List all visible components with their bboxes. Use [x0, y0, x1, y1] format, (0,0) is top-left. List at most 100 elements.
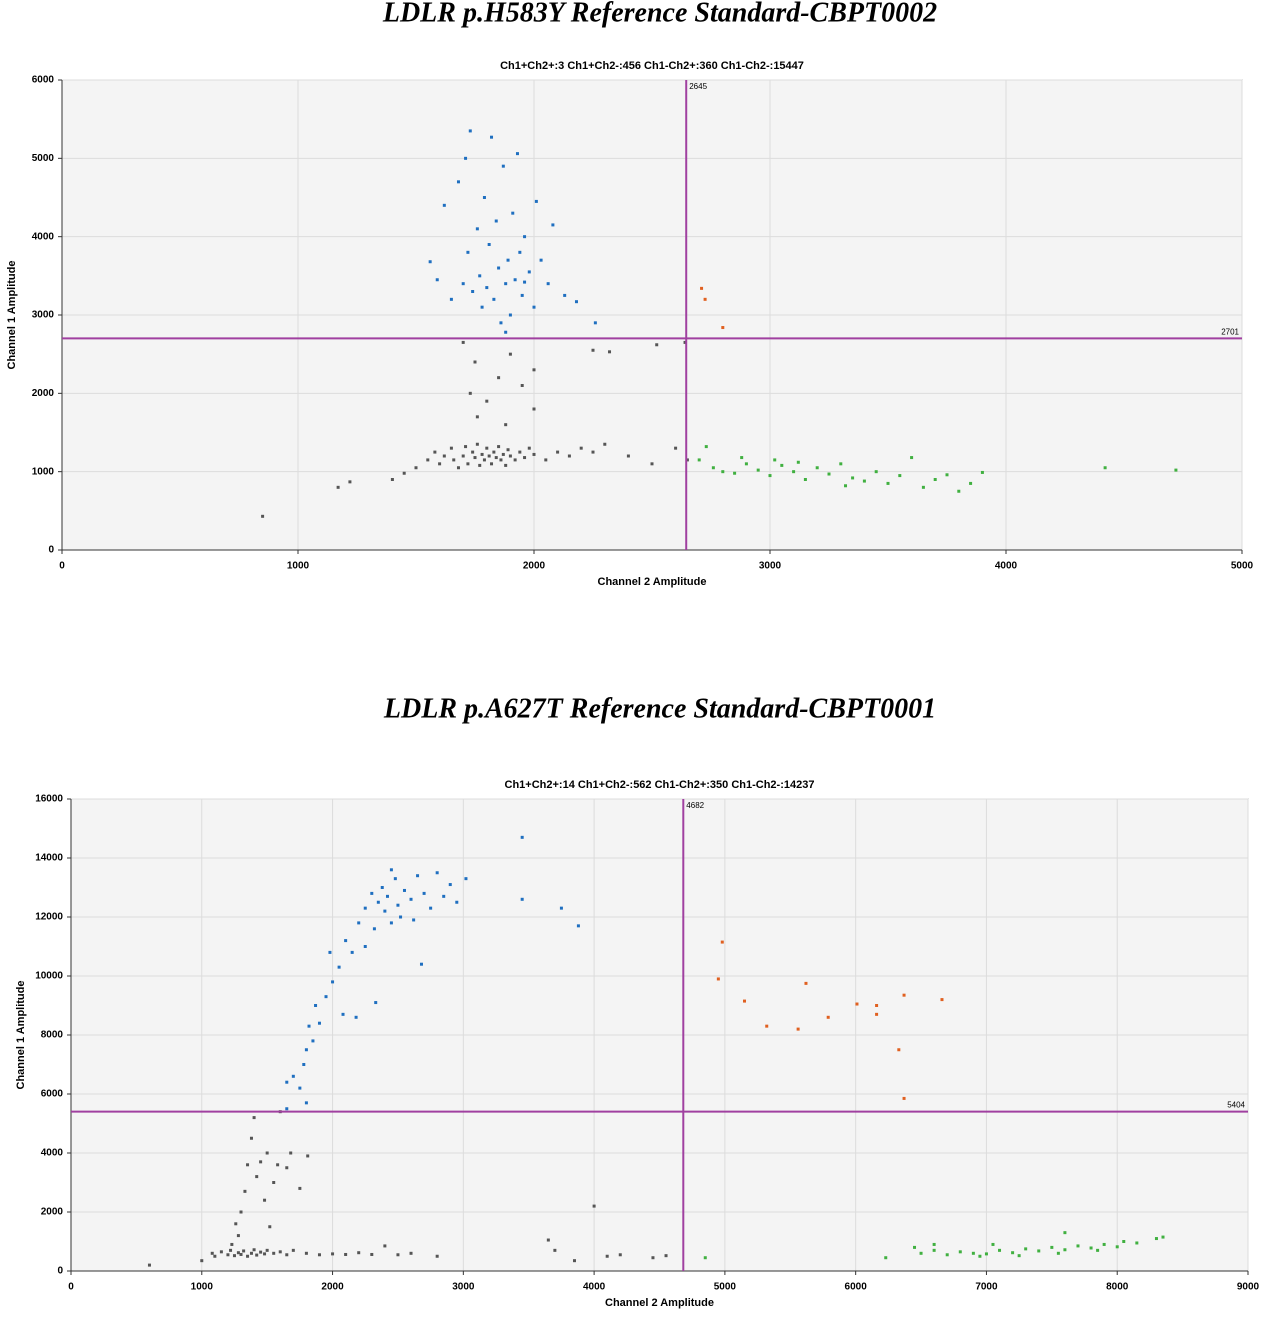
droplet [567, 454, 571, 458]
droplet [497, 376, 501, 380]
threshold-label: 5404 [1227, 1101, 1245, 1110]
droplet [980, 470, 984, 474]
droplet [743, 999, 747, 1003]
droplet [464, 445, 468, 449]
y-tick-label: 4000 [41, 1148, 64, 1159]
droplet [259, 1250, 263, 1254]
droplet [492, 450, 496, 454]
droplet [910, 456, 914, 460]
x-axis-title: Channel 2 Amplitude [605, 1297, 714, 1309]
droplet [246, 1163, 250, 1167]
y-tick-label: 14000 [35, 853, 63, 864]
droplet [409, 1251, 413, 1255]
droplet [862, 479, 866, 483]
droplet [464, 877, 468, 881]
droplet [466, 462, 470, 466]
droplet [593, 321, 597, 325]
y-tick-label: 10000 [35, 971, 63, 982]
droplet [768, 474, 772, 478]
droplet [461, 340, 465, 344]
droplet [272, 1251, 276, 1255]
x-tick-label: 5000 [714, 1282, 737, 1293]
droplet [475, 227, 479, 231]
droplet [523, 456, 527, 460]
droplet [957, 489, 961, 493]
droplet [200, 1259, 204, 1263]
droplet [213, 1254, 217, 1258]
droplet [576, 924, 580, 928]
chart: LDLR p.H583Y Reference Standard-CBPT0002… [6, 0, 1254, 588]
droplet [385, 894, 389, 898]
droplet [1174, 468, 1178, 472]
droplet [826, 1015, 830, 1019]
droplet [603, 442, 607, 446]
threshold-label: 2645 [689, 82, 707, 91]
droplet [546, 282, 550, 286]
droplet [239, 1252, 243, 1256]
x-tick-label: 4000 [583, 1282, 606, 1293]
droplet [482, 458, 486, 462]
droplet [357, 1251, 361, 1255]
droplet [532, 452, 536, 456]
droplet [455, 900, 459, 904]
droplet [456, 180, 460, 184]
droplet [414, 466, 418, 470]
x-tick-label: 1000 [191, 1282, 214, 1293]
droplet [520, 384, 524, 387]
droplet [711, 466, 715, 470]
droplet [532, 407, 536, 411]
droplet [651, 1256, 655, 1260]
droplet [940, 998, 944, 1002]
x-tick-label: 2000 [321, 1282, 344, 1293]
droplet [1103, 466, 1107, 470]
droplet [1122, 1240, 1126, 1243]
droplet [243, 1189, 247, 1193]
droplet [504, 423, 508, 427]
droplet [370, 891, 374, 895]
droplet [556, 450, 560, 454]
droplet [933, 478, 937, 481]
droplet [563, 293, 567, 297]
droplet [991, 1242, 995, 1246]
y-tick-label: 3000 [32, 310, 55, 321]
chart: LDLR p.A627T Reference Standard-CBPT0001… [15, 693, 1260, 1308]
droplet [428, 260, 432, 264]
x-tick-label: 3000 [452, 1282, 475, 1293]
droplet [422, 891, 426, 895]
chart-title: LDLR p.H583Y Reference Standard-CBPT0002 [382, 0, 937, 28]
droplet [350, 950, 354, 954]
droplet [978, 1254, 982, 1258]
droplet [703, 297, 707, 301]
droplet [487, 243, 491, 246]
droplet [855, 1002, 859, 1006]
droplet [508, 313, 512, 317]
droplet [765, 1024, 769, 1028]
droplet [958, 1250, 962, 1254]
droplet [336, 485, 340, 489]
droplet [412, 918, 416, 922]
droplet [259, 1160, 263, 1164]
droplet [473, 360, 477, 364]
droplet [272, 1181, 276, 1184]
droplet [298, 1186, 302, 1190]
y-tick-label: 0 [57, 1266, 63, 1277]
droplet [449, 297, 453, 301]
droplet [504, 282, 508, 286]
droplet [969, 481, 973, 485]
droplet [508, 352, 512, 356]
droplet [393, 877, 397, 881]
droplet [337, 965, 341, 969]
droplet [1056, 1251, 1060, 1255]
y-tick-label: 8000 [41, 1030, 64, 1041]
y-tick-label: 6000 [32, 75, 55, 86]
x-tick-label: 2000 [523, 561, 546, 572]
droplet [442, 454, 446, 458]
droplet [302, 1063, 306, 1066]
droplet [523, 280, 527, 284]
threshold-label: 2701 [1221, 328, 1239, 337]
droplet [435, 871, 439, 875]
droplet [792, 470, 796, 474]
droplet [480, 452, 484, 456]
droplet [219, 1250, 223, 1254]
droplet [226, 1253, 230, 1257]
